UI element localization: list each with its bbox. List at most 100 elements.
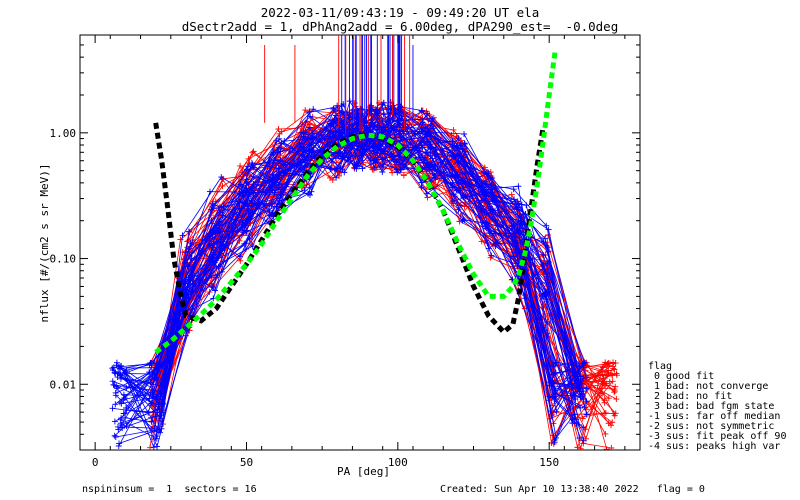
flux-marker [156, 359, 163, 366]
flux-marker [486, 229, 493, 236]
flux-marker [485, 245, 492, 252]
flux-marker [276, 135, 283, 142]
legend-entry: 3 bad: bad fgm state [648, 401, 775, 412]
flux-marker [250, 173, 257, 180]
flux-marker [189, 306, 196, 313]
flux-marker [609, 378, 616, 385]
flux-marker [610, 359, 617, 366]
fit-curves [153, 50, 558, 355]
flux-marker [543, 279, 550, 286]
flux-marker [483, 190, 490, 197]
flux-marker [217, 209, 224, 216]
flux-marker [580, 424, 587, 431]
flux-marker [121, 369, 128, 376]
flux-marker [113, 385, 120, 392]
flux-marker [478, 238, 485, 245]
flux-marker [113, 359, 120, 366]
flux-marker [208, 217, 215, 224]
flux-marker [123, 422, 130, 429]
flux-marker [187, 240, 194, 246]
flux-marker [298, 158, 305, 165]
flux-marker [510, 238, 517, 245]
flux-marker [209, 283, 216, 290]
flux-trace-line [151, 126, 612, 449]
flux-marker [510, 222, 517, 229]
flux-marker [241, 219, 248, 226]
flux-marker [581, 404, 588, 411]
legend-entry: -4 sus: peaks high var [648, 441, 781, 452]
flux-marker [117, 375, 124, 382]
flux-marker [613, 396, 620, 403]
flux-marker [608, 444, 615, 450]
flux-marker [454, 159, 461, 166]
flux-marker [572, 396, 579, 403]
flux-marker [401, 156, 408, 163]
flux-marker [380, 99, 387, 106]
flux-marker [249, 149, 256, 156]
flux-marker [611, 386, 618, 393]
flux-marker [603, 380, 610, 387]
flux-marker [122, 414, 129, 421]
flux-marker [246, 235, 253, 242]
flux-marker [339, 166, 346, 173]
flux-marker [492, 217, 499, 224]
flux-marker [599, 364, 606, 371]
flux-marker [603, 446, 610, 450]
flux-marker [112, 401, 119, 408]
flux-marker [548, 382, 555, 389]
flux-marker [211, 259, 218, 266]
flux-marker [552, 434, 559, 441]
flux-marker [111, 432, 118, 439]
flux-trace-line [125, 110, 587, 448]
flux-marker [278, 184, 285, 191]
flux-marker [333, 174, 340, 181]
flux-marker [602, 430, 609, 437]
flux-marker [515, 183, 522, 190]
flux-marker [571, 411, 578, 418]
flux-marker [431, 163, 438, 170]
flux-marker [552, 390, 559, 397]
flux-marker [517, 221, 524, 228]
flux-marker [306, 192, 313, 199]
flux-marker [544, 270, 551, 277]
flux-marker [419, 144, 426, 151]
flux-marker [157, 412, 164, 419]
flux-marker [302, 107, 309, 114]
flux-marker [179, 232, 186, 239]
flux-marker [218, 174, 225, 181]
flux-marker [397, 134, 404, 141]
x-tick-label: 50 [240, 456, 253, 469]
flux-marker [483, 209, 490, 216]
flux-marker [379, 163, 386, 170]
flux-marker [278, 128, 285, 135]
flux-marker [576, 435, 583, 442]
flux-marker [429, 155, 436, 162]
flux-marker [379, 156, 386, 163]
flux-marker [359, 165, 366, 172]
flux-marker [611, 366, 618, 373]
flux-marker [455, 206, 462, 213]
y-axis-label: nflux [#/(cm2 s sr MeV)] [38, 163, 51, 323]
flux-marker [430, 114, 437, 121]
flux-marker [249, 197, 256, 204]
flux-marker [459, 217, 466, 224]
flux-marker [111, 418, 118, 425]
flux-marker [116, 399, 123, 406]
flux-marker [298, 129, 305, 136]
flux-marker [612, 360, 619, 367]
flux-marker [580, 362, 587, 369]
flux-marker [275, 165, 282, 172]
chart-subtitle: dSectr2add = 1, dPhAng2add = 6.00deg, dP… [181, 19, 619, 34]
y-tick-label: 0.10 [50, 253, 77, 266]
flux-marker [117, 416, 124, 423]
flux-marker [150, 444, 157, 450]
flux-marker [580, 437, 587, 444]
flux-marker [574, 385, 581, 392]
flux-marker [373, 126, 380, 133]
flux-marker [188, 249, 195, 256]
flux-marker [109, 365, 116, 372]
flux-marker [611, 412, 618, 419]
flux-marker [151, 425, 158, 432]
flux-marker [153, 428, 160, 435]
